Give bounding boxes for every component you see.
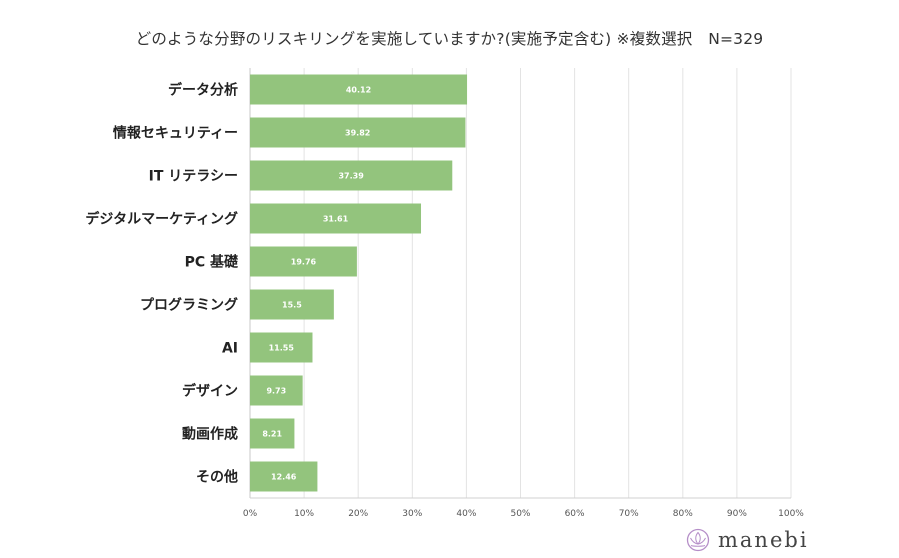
bar-value-label: 9.73 [266,387,286,396]
category-label: 情報セキュリティー [113,125,238,142]
category-label: その他 [196,469,238,486]
bar [250,461,318,492]
x-tick-label: 100% [778,509,804,519]
bars: 40.12 39.82 37.39 31.61 19.76 15.5 11.55 9.73 8.… [250,74,468,492]
x-axis-ticks: 0% 10% 20% 30% 40% 50% 60% 70% 80% 90% 100% [243,509,804,519]
bar [250,246,357,277]
bar-value-label: 19.76 [291,258,317,267]
bar-value-label: 11.55 [269,344,295,353]
category-label: IT リテラシー [149,169,238,185]
x-tick-label: 20% [348,509,368,519]
x-tick-label: 30% [402,509,422,519]
x-tick-label: 70% [619,509,639,519]
category-label: PC 基礎 [185,254,239,271]
brand-logo: manebi [686,526,809,554]
category-label: AI [222,341,238,357]
x-tick-label: 50% [510,509,530,519]
category-label: 動画作成 [182,426,238,443]
brand-name: manebi [718,528,809,552]
chart-title: どのような分野のリスキリングを実施していますか?(実施予定含む) ※複数選択 N… [135,30,764,48]
bar-value-label: 8.21 [262,430,282,439]
bar-value-label: 31.61 [323,215,349,224]
x-tick-label: 90% [727,509,747,519]
x-tick-label: 0% [243,509,258,519]
bar [250,418,295,449]
bar [250,74,468,105]
category-label: データ分析 [168,82,238,99]
bar [250,375,303,406]
category-label: プログラミング [140,297,238,314]
x-tick-label: 60% [565,509,585,519]
bar [250,203,422,234]
bar-value-label: 39.82 [345,129,370,138]
lotus-logo-icon [686,528,710,552]
bar-value-label: 15.5 [282,301,302,310]
x-tick-label: 40% [456,509,476,519]
bar-value-label: 12.46 [271,473,297,482]
bar-value-label: 40.12 [346,86,371,95]
category-label: デザイン [182,383,238,400]
bar [250,117,466,148]
bar-value-label: 37.39 [338,172,364,181]
bar [250,332,313,363]
x-tick-label: 80% [673,509,693,519]
x-tick-label: 10% [294,509,314,519]
grid-lines [249,68,792,499]
category-label: デジタルマーケティング [85,211,238,228]
bar [250,289,334,320]
bar [250,160,453,191]
